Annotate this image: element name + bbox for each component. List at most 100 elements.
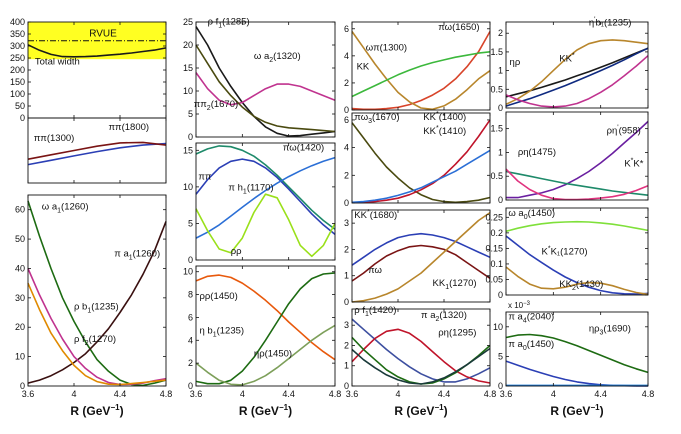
y-tick-label: 2 <box>344 170 349 180</box>
y-tick-label: 0.25 <box>485 212 503 222</box>
y-tick-label: 2 <box>498 28 503 38</box>
y-tick-label: 1 <box>344 271 349 281</box>
series-line <box>195 193 336 258</box>
column-4: 0 0.5 1 1.5 2 ηρ η'b₁(1235) KK* 0 0.5 1 1.5 ρη'(958)… <box>485 17 654 418</box>
panel-frame <box>505 207 649 296</box>
series-line <box>27 141 167 160</box>
panel-frame <box>27 194 167 387</box>
series-line <box>27 282 167 386</box>
y-tick-label: 200 <box>10 65 25 75</box>
series-line <box>27 268 167 386</box>
panel-frame <box>351 209 491 303</box>
y-tick-label: 25 <box>183 17 193 27</box>
series-label: η b1(1235) <box>199 325 244 338</box>
series-line <box>195 272 336 385</box>
y-tick-label: 0 <box>188 132 193 142</box>
panel-3-4: 0 1 2 3 ρ f1(1420) π a2(1320) ρη(1295) <box>344 305 491 391</box>
panel-frame <box>351 21 491 111</box>
series-label: π a4(2040) <box>508 312 554 325</box>
series-label: ηρ3(1690) <box>589 324 631 337</box>
series-line <box>505 235 649 295</box>
series-label: ρ f1(1285) <box>208 16 250 29</box>
series-label: ρη(1295) <box>438 327 476 338</box>
series-label: πω(1650) <box>438 22 479 33</box>
panel-frame <box>505 111 649 201</box>
y-tick-label: 10 <box>15 352 25 362</box>
series-line <box>505 333 649 374</box>
series-label: KK <box>357 61 370 72</box>
y-tick-label: 50 <box>15 101 25 111</box>
series-label: K*K* <box>624 158 643 170</box>
series-line <box>506 120 649 199</box>
y-tick-label: 10 <box>183 267 193 277</box>
series-line <box>505 47 649 107</box>
y-tick-label: 0 <box>498 290 503 300</box>
series-line <box>505 170 649 196</box>
series-line <box>27 200 167 387</box>
y-tick-label: 40 <box>15 263 25 273</box>
series-label: KK*(1400) <box>423 111 466 123</box>
y-tick-label: 0 <box>344 297 349 307</box>
y-tick-label: 150 <box>10 77 25 87</box>
y-tick-label: 0 <box>20 381 25 391</box>
series-label: ρ f2(1270) <box>74 334 116 347</box>
series-label: ωπ(1300) <box>366 42 407 53</box>
y-tick-label: 0.05 <box>485 274 503 284</box>
series-label: ρη(1475) <box>518 147 556 158</box>
series-line <box>27 142 167 166</box>
x-axis-label: R (GeV−1) <box>394 403 447 418</box>
y-tick-label: 0 <box>344 381 349 391</box>
panel-frame <box>351 308 491 387</box>
series-line <box>505 220 649 233</box>
y-tick-label: 50 <box>15 234 25 244</box>
y-tick-label: 4 <box>344 143 349 153</box>
series-label: ρη'(958) <box>607 124 641 136</box>
series-label: ρ b1(1235) <box>74 302 119 315</box>
x-tick-label: 4.8 <box>642 389 655 399</box>
y-tick-label: 350 <box>10 29 25 39</box>
x-tick-label: 4.8 <box>160 389 173 399</box>
y-tick-label: 0 <box>498 195 503 205</box>
y-tick-label: 1 <box>344 361 349 371</box>
series-line <box>351 328 491 384</box>
x-tick-label: 4 <box>551 389 556 399</box>
series-line <box>351 122 491 204</box>
y-tick-label: 6 <box>344 115 349 125</box>
series-label: ω a2(1320) <box>254 51 301 64</box>
panel-frame <box>195 265 336 387</box>
y-tick-label: 0 <box>498 381 503 391</box>
y-tick-label: 10 <box>493 322 503 332</box>
series-line <box>27 221 167 384</box>
y-tick-label: 15 <box>183 63 193 73</box>
y-tick-label: 0 <box>188 381 193 391</box>
series-line <box>195 72 336 106</box>
series-line <box>351 232 491 266</box>
panel-4-3: 0 0.05 0.1 0.15 0.2 0.25 ω a0(1450) K*K₁(1270) K… <box>485 207 649 300</box>
y-tick-label: 0.1 <box>490 259 503 269</box>
panel-frame <box>351 112 491 204</box>
x-tick-label: 3.6 <box>500 389 513 399</box>
y-tick-label: 5 <box>188 109 193 119</box>
y-tick-label: 8 <box>188 290 193 300</box>
y-tick-label: 300 <box>10 41 25 51</box>
panel-1-3: 0 10 20 30 40 50 60 ω a1(1260) π a1(1260) ρ b1(12… <box>15 194 167 391</box>
y-tick-label: 1.5 <box>490 124 503 134</box>
panel-3-1: 0 2 4 6 ωπ(1300) KK πω(1650) <box>344 21 491 115</box>
series-label: η'b₁(1235) <box>589 17 632 29</box>
y-tick-label: 2 <box>344 340 349 350</box>
series-label: KK*(1410) <box>423 125 466 137</box>
series-line <box>351 347 491 385</box>
x-axis-label: R (GeV−1) <box>70 403 123 418</box>
x-tick-label: 4.4 <box>594 389 607 399</box>
y-tick-label: 0 <box>188 255 193 265</box>
y-tick-label: 3 <box>344 218 349 228</box>
panel-frame <box>195 21 336 138</box>
y-tick-label: 10 <box>183 182 193 192</box>
y-tick-label: 6 <box>344 24 349 34</box>
series-line <box>505 168 649 201</box>
panel-4-1: 0 0.5 1 1.5 2 ηρ η'b₁(1235) KK* <box>490 17 649 113</box>
series-label: ρ f1(1420) <box>354 305 396 318</box>
